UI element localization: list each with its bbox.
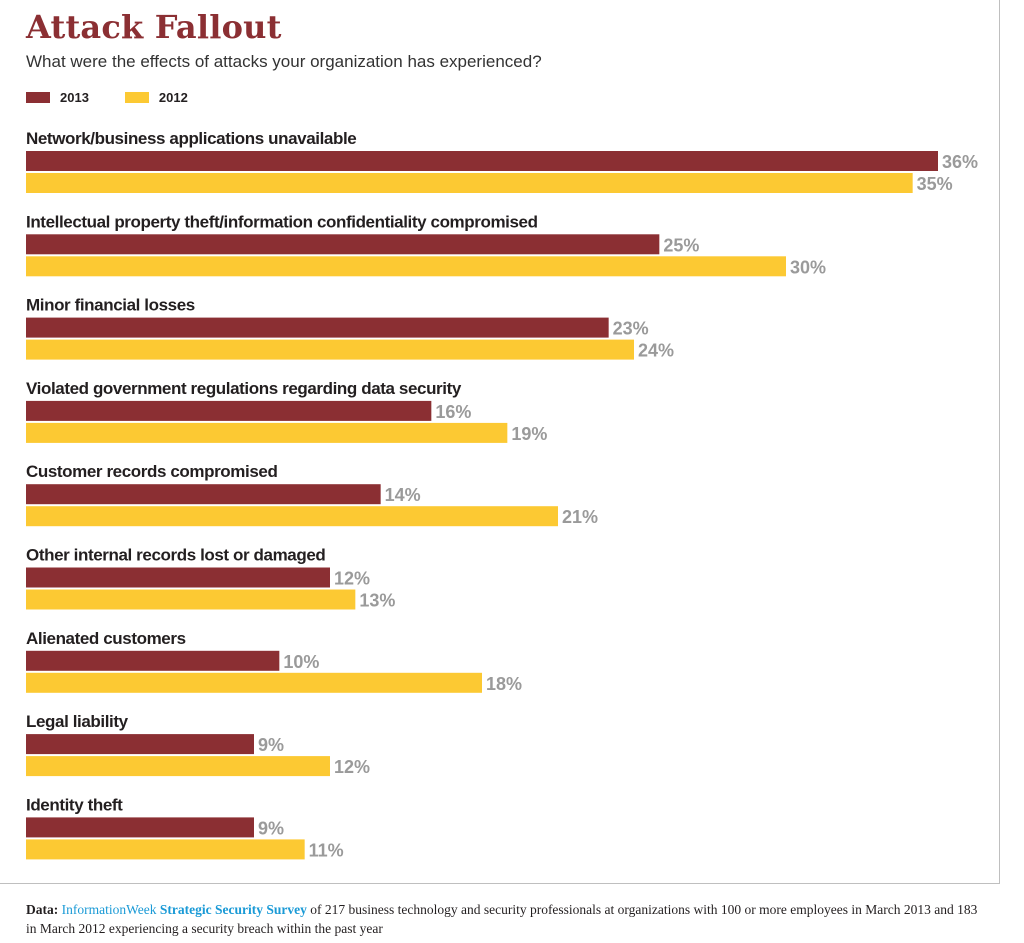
- data-label-2012: 12%: [334, 757, 370, 777]
- legend-label-2012: 2012: [158, 90, 188, 105]
- legend-label-2013: 2013: [60, 90, 89, 105]
- bar-2013: [26, 650, 280, 671]
- category-label: Identity theft: [26, 795, 123, 814]
- bar-2012: [26, 506, 558, 527]
- data-label-2013: 9%: [258, 818, 284, 838]
- category-label: Other internal records lost or damaged: [26, 546, 325, 565]
- bar-2013: [26, 567, 330, 588]
- data-label-2012: 21%: [562, 507, 598, 527]
- legend-item-2013: 2013: [26, 90, 89, 105]
- bar-2012: [26, 672, 482, 693]
- chart-frame: [0, 0, 1000, 884]
- footer-text: of 217 business technology and security …: [26, 902, 978, 936]
- category-label: Minor financial losses: [26, 296, 195, 315]
- data-label-2012: 18%: [486, 674, 522, 694]
- data-label-2013: 36%: [942, 152, 978, 172]
- bar-2013: [26, 400, 432, 421]
- bar-2013: [26, 317, 609, 338]
- bar-2012: [26, 422, 508, 443]
- data-label-2012: 24%: [638, 341, 674, 361]
- bar-2012: [26, 756, 330, 777]
- legend-swatch-2012: [124, 92, 149, 103]
- footer-source-brand: InformationWeek: [61, 902, 157, 917]
- footer-source-name: Strategic Security Survey: [159, 902, 307, 917]
- category-label: Legal liability: [26, 712, 129, 731]
- chart-subtitle: What were the effects of attacks your or…: [26, 52, 542, 71]
- bar-2012: [26, 256, 786, 277]
- category-label: Violated government regulations regardin…: [26, 379, 462, 398]
- bar-2013: [26, 234, 660, 255]
- chart-title: Attack Fallout: [26, 8, 282, 46]
- category-label: Customer records compromised: [26, 462, 277, 481]
- data-label-2012: 13%: [359, 591, 395, 611]
- legend-item-2012: 2012: [124, 90, 188, 105]
- data-label-2013: 23%: [613, 319, 649, 339]
- category-label: Network/business applications unavailabl…: [26, 129, 356, 148]
- data-label-2012: 11%: [309, 840, 344, 860]
- data-label-2012: 30%: [790, 257, 826, 277]
- footer-note: Data: InformationWeek Strategic Security…: [26, 900, 986, 938]
- bar-2013: [26, 817, 254, 838]
- bar-2013: [26, 151, 938, 171]
- bar-chart: Network/business applications unavailabl…: [26, 129, 978, 860]
- category-label: Alienated customers: [26, 629, 186, 648]
- legend-swatch-2013: [26, 92, 50, 103]
- bar-2013: [26, 734, 254, 755]
- legend: 2013 2012: [26, 90, 224, 105]
- footer-lead: Data:: [26, 902, 59, 917]
- bar-2012: [26, 839, 305, 860]
- bar-2012: [26, 589, 356, 610]
- category-label: Intellectual property theft/information …: [26, 212, 538, 231]
- bar-2012: [26, 173, 913, 193]
- data-label-2013: 10%: [283, 652, 319, 672]
- bar-2012: [26, 339, 634, 360]
- data-label-2013: 25%: [663, 235, 699, 255]
- data-label-2013: 16%: [435, 402, 471, 422]
- data-label-2013: 9%: [258, 735, 284, 755]
- bar-2013: [26, 484, 381, 505]
- data-label-2013: 12%: [334, 569, 370, 589]
- data-label-2012: 35%: [917, 174, 953, 194]
- data-label-2012: 19%: [511, 424, 547, 444]
- data-label-2013: 14%: [385, 485, 421, 505]
